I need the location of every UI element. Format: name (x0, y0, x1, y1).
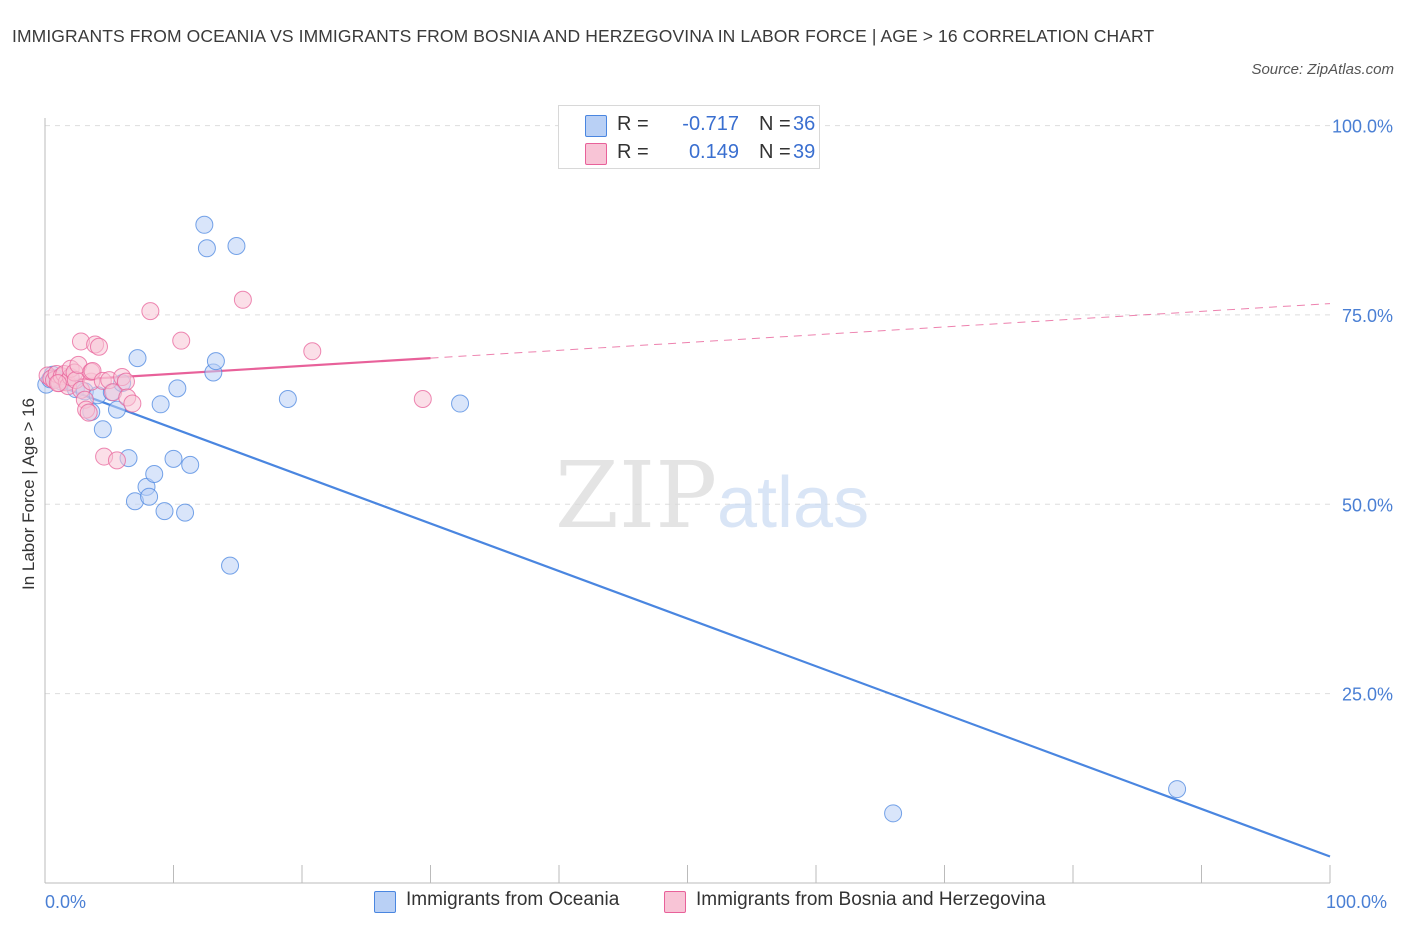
oceania-point (884, 804, 903, 823)
oceania-point (168, 379, 187, 398)
trend-lines (44, 303, 1331, 858)
oceania-point (176, 503, 195, 522)
legend-r-label: R = (617, 141, 649, 163)
bosnia-point (123, 394, 142, 413)
y-tick-labels: 25.0% 50.0% 75.0% 100.0% (1332, 117, 1393, 705)
oceania-point (145, 464, 164, 483)
y-tick-label-25: 25.0% (1342, 685, 1393, 705)
axes (44, 118, 1331, 884)
oceania-point (278, 390, 297, 409)
legend-swatch-pink (585, 143, 607, 165)
oceania-point (451, 394, 470, 413)
oceania-point (181, 455, 200, 474)
x-tick-label-max: 100.0% (1326, 892, 1387, 912)
oceania-point (107, 400, 126, 419)
bosnia-point (413, 390, 432, 409)
legend-n-value: 39 (793, 141, 816, 163)
legend-n-label: N = (759, 113, 791, 135)
bottom-legend-label: Immigrants from Oceania (406, 889, 620, 910)
oceania-point (195, 215, 214, 234)
oceania-point (128, 349, 147, 368)
y-tick-label-50: 50.0% (1342, 495, 1393, 515)
watermark-zip: ZIP (555, 442, 717, 549)
legend-r-value: 0.149 (688, 141, 739, 163)
trend-line-bosnia-dashed (430, 303, 1331, 359)
oceania-point (197, 239, 216, 258)
bosnia-point (303, 342, 322, 361)
y-tick-label-75: 75.0% (1342, 306, 1393, 326)
gridlines (45, 125, 1330, 695)
x-tick-labels: 0.0% 100.0% (45, 892, 1387, 912)
x-tick-label-min: 0.0% (45, 892, 86, 912)
bosnia-point (107, 451, 126, 470)
bosnia-point (141, 302, 160, 321)
oceania-point (221, 556, 240, 575)
oceania-point (140, 487, 159, 506)
legend-n-label: N = (759, 141, 791, 163)
trend-line-oceania-solid (44, 379, 1331, 858)
bosnia-point (89, 337, 108, 356)
oceania-point (164, 449, 183, 468)
y-tick-label-100: 100.0% (1332, 117, 1393, 137)
oceania-point (93, 420, 112, 439)
legend-swatch-blue (585, 115, 607, 137)
oceania-point (155, 502, 174, 521)
oceania-point (227, 237, 246, 256)
watermark: ZIP atlas (555, 442, 869, 549)
legend-r-label: R = (617, 113, 649, 135)
y-axis-title: In Labor Force | Age > 16 (19, 398, 38, 590)
bottom-legend-label: Immigrants from Bosnia and Herzegovina (696, 889, 1046, 910)
legend-n-value: 36 (793, 113, 816, 135)
bosnia-point (79, 403, 98, 422)
chart-title: IMMIGRANTS FROM OCEANIA VS IMMIGRANTS FR… (12, 26, 1155, 46)
bosnia-point (116, 372, 135, 391)
correlation-legend: R = -0.717 N = 36 R = 0.149 N = 39 (558, 105, 820, 169)
watermark-atlas: atlas (717, 463, 869, 543)
bosnia-point (233, 290, 252, 309)
source-label: Source: ZipAtlas.com (1251, 61, 1394, 78)
bosnia-point (172, 331, 191, 350)
bosnia-point (48, 374, 67, 393)
bottom-legend-swatch-blue (374, 891, 396, 913)
legend-r-value: -0.717 (682, 113, 739, 135)
oceania-point (1168, 780, 1187, 799)
series-bosnia (38, 290, 432, 470)
oceania-point (206, 352, 225, 371)
bottom-legend-swatch-pink (664, 891, 686, 913)
oceania-point (151, 395, 170, 414)
